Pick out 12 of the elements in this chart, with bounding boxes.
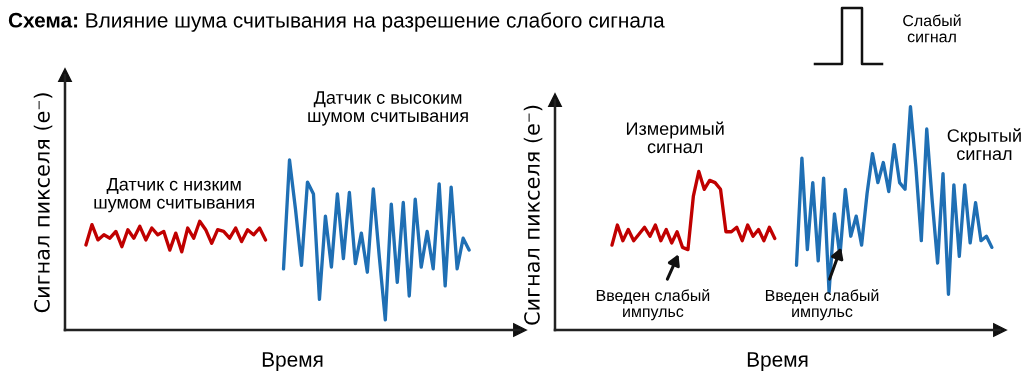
y-axis-title: Сигнал пикселя (e⁻) <box>33 93 53 313</box>
annotation: Введен слабый импульс <box>765 289 879 321</box>
x-axis-title: Время <box>262 352 323 371</box>
series-label: Измеримый сигнал <box>626 121 724 154</box>
chart-title: Схема: Влияние шума считывания на разрешение слабого сигнала <box>8 12 665 32</box>
y-axis-title: Сигнал пикселя (e⁻) <box>523 105 543 325</box>
annotation: Введен слабый импульс <box>596 289 710 321</box>
series-label: Скрытый сигнал <box>947 128 1021 161</box>
text: Датчик с высоким шумом считывания <box>308 91 468 126</box>
x-axis-title: Время <box>747 352 808 371</box>
series-label: Датчик с низким шумом считывания <box>94 178 254 213</box>
text: Слабый сигнал <box>903 14 961 43</box>
